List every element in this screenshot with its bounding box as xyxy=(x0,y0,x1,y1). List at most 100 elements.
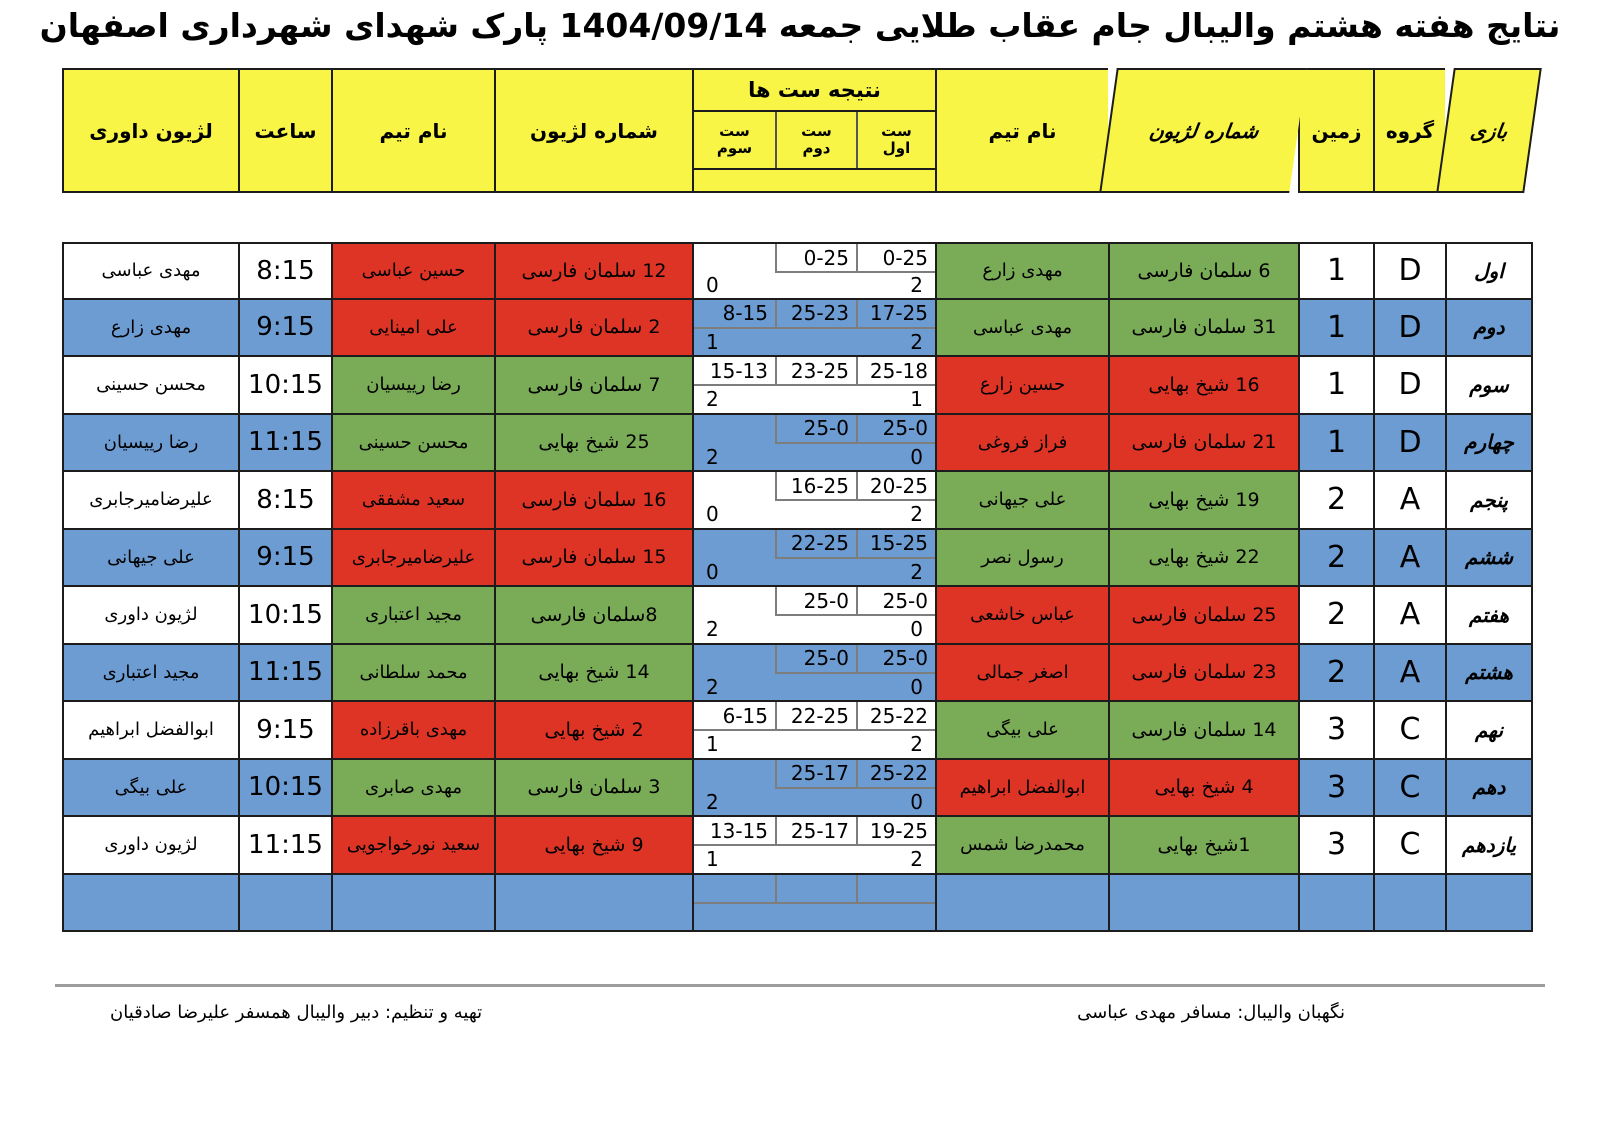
court-cell xyxy=(1298,874,1373,932)
set-scores-row: 25-0 25-0 xyxy=(694,644,935,674)
left-legion-cell: 9 شیخ بهایی xyxy=(494,817,692,875)
footer-divider xyxy=(55,984,1545,987)
court-cell: 1 xyxy=(1298,299,1373,357)
right-team-cell: مهدی زارع xyxy=(935,242,1108,300)
set-results-cell: 16-25 20-25 0 2 xyxy=(692,472,935,530)
right-legion-cell xyxy=(1108,874,1298,932)
left-team-cell: محمد سلطانی xyxy=(331,644,494,702)
set-first-score: 17-25 xyxy=(856,299,935,329)
header-group: گروه xyxy=(1373,68,1445,193)
header-team-right: نام تیم xyxy=(935,68,1108,193)
group-cell: A xyxy=(1373,472,1445,530)
header-set-second-label: ست دوم xyxy=(801,121,832,157)
group-cell: D xyxy=(1373,299,1445,357)
header-row: لژیون داوری ساعت نام تیم شماره لژیون نتی… xyxy=(62,68,1542,193)
set-second-score xyxy=(775,874,856,904)
court-cell: 2 xyxy=(1298,587,1373,645)
match-row-2: مهدی زارع 9:15 علی امینایی 2 سلمان فارسی 8-1… xyxy=(62,299,1533,357)
referee-legion-cell: لژیون داوری xyxy=(62,587,238,645)
referee-legion-cell: مجید اعتباری xyxy=(62,644,238,702)
referee-legion-cell: محسن حسینی xyxy=(62,357,238,415)
group-cell: A xyxy=(1373,529,1445,587)
match-row-1: مهدی عباسی 8:15 حسین عباسی 12 سلمان فارسی 0-… xyxy=(62,242,1533,300)
time-cell: 10:15 xyxy=(238,759,331,817)
group-cell: A xyxy=(1373,644,1445,702)
referee-legion-cell xyxy=(62,874,238,932)
right-sets-total: 2 xyxy=(910,559,923,584)
time-cell: 11:15 xyxy=(238,414,331,472)
header-team-left: نام تیم xyxy=(331,68,494,193)
left-team-cell: مجید اعتباری xyxy=(331,587,494,645)
group-cell: C xyxy=(1373,817,1445,875)
header-set-third: ست سوم xyxy=(694,112,775,168)
group-cell: D xyxy=(1373,357,1445,415)
left-team-cell: علیرضامیرجابری xyxy=(331,529,494,587)
set-results-cell: 25-0 25-0 2 0 xyxy=(692,414,935,472)
set-results-cell: 25-0 25-0 2 0 xyxy=(692,644,935,702)
game-cell: اول xyxy=(1445,242,1533,300)
set-first-score: 0-25 xyxy=(856,244,935,273)
game-cell: هشتم xyxy=(1445,644,1533,702)
left-team-cell: حسین عباسی xyxy=(331,242,494,300)
set-first-score: 25-0 xyxy=(856,414,935,444)
right-legion-cell: 23 سلمان فارسی xyxy=(1108,644,1298,702)
set-scores-row: 16-25 20-25 xyxy=(694,472,935,501)
right-team-cell: فراز فروغی xyxy=(935,414,1108,472)
left-legion-cell: 14 شیخ بهایی xyxy=(494,644,692,702)
set-first-score: 25-0 xyxy=(856,644,935,674)
right-legion-cell: 21 سلمان فارسی xyxy=(1108,414,1298,472)
header-sets-title: نتیجه ست ها xyxy=(694,70,935,112)
set-scores-row: 25-0 25-0 xyxy=(694,414,935,444)
time-cell: 8:15 xyxy=(238,242,331,300)
set-third-score xyxy=(694,530,775,559)
set-second-score: 25-23 xyxy=(775,299,856,329)
court-cell: 3 xyxy=(1298,817,1373,875)
right-team-cell: ابوالفضل ابراهیم xyxy=(935,759,1108,817)
set-results-cell: 25-0 25-0 2 0 xyxy=(692,587,935,645)
results-table: لژیون داوری ساعت نام تیم شماره لژیون نتی… xyxy=(62,68,1542,932)
left-sets-total: 1 xyxy=(706,732,719,757)
right-sets-total: 0 xyxy=(910,789,923,814)
match-row-3: محسن حسینی 10:15 رضا رییسیان 7 سلمان فارسی 1… xyxy=(62,357,1533,415)
set-third-score xyxy=(694,875,775,904)
right-team-cell: حسین زارع xyxy=(935,357,1108,415)
court-cell: 2 xyxy=(1298,472,1373,530)
match-row-4: رضا رییسیان 11:15 محسن حسینی 25 شیخ بهایی 25… xyxy=(62,414,1533,472)
set-scores-row: 13-15 25-17 19-25 xyxy=(694,817,935,846)
header-legion-right: شماره لژیون xyxy=(1099,68,1307,193)
match-row-8: مجید اعتباری 11:15 محمد سلطانی 14 شیخ بهایی… xyxy=(62,644,1533,702)
match-row-6: علی جیهانی 9:15 علیرضامیرجابری 15 سلمان فار… xyxy=(62,529,1533,587)
right-legion-cell: 22 شیخ بهایی xyxy=(1108,529,1298,587)
header-court: زمین xyxy=(1298,68,1373,193)
match-row-9: ابوالفضل ابراهیم 9:15 مهدی باقرزاده 2 شیخ ب… xyxy=(62,702,1533,760)
right-sets-total: 2 xyxy=(910,329,923,354)
set-results-cell: 13-15 25-17 19-25 1 2 xyxy=(692,817,935,875)
set-scores-row: 8-15 25-23 17-25 xyxy=(694,299,935,329)
set-third-score xyxy=(694,244,775,273)
match-row-12 xyxy=(62,874,1533,932)
right-legion-cell: 1شیخ بهایی xyxy=(1108,817,1298,875)
set-third-score: 6-15 xyxy=(694,702,775,731)
time-cell: 9:15 xyxy=(238,299,331,357)
set-scores-row: 15-13 23-25 25-18 xyxy=(694,357,935,386)
set-second-score: 0-25 xyxy=(775,244,856,273)
set-second-score: 23-25 xyxy=(775,357,856,386)
referee-legion-cell: مهدی عباسی xyxy=(62,242,238,300)
set-second-score: 22-25 xyxy=(775,529,856,559)
set-second-score: 25-17 xyxy=(775,759,856,789)
group-cell: C xyxy=(1373,759,1445,817)
referee-legion-cell: علی بیگی xyxy=(62,759,238,817)
time-cell: 8:15 xyxy=(238,472,331,530)
set-first-score: 25-22 xyxy=(856,702,935,731)
set-results-cell: 25-17 25-22 2 0 xyxy=(692,759,935,817)
set-scores-row: 25-0 25-0 xyxy=(694,587,935,616)
match-row-11: لژیون داوری 11:15 سعید نورخواجویی 9 شیخ بها… xyxy=(62,817,1533,875)
page-title: نتایج هفته هشتم والیبال جام عقاب طلایی ج… xyxy=(39,6,1561,45)
game-cell: چهارم xyxy=(1445,414,1533,472)
referee-legion-cell: علی جیهانی xyxy=(62,529,238,587)
left-sets-total: 1 xyxy=(706,847,719,872)
